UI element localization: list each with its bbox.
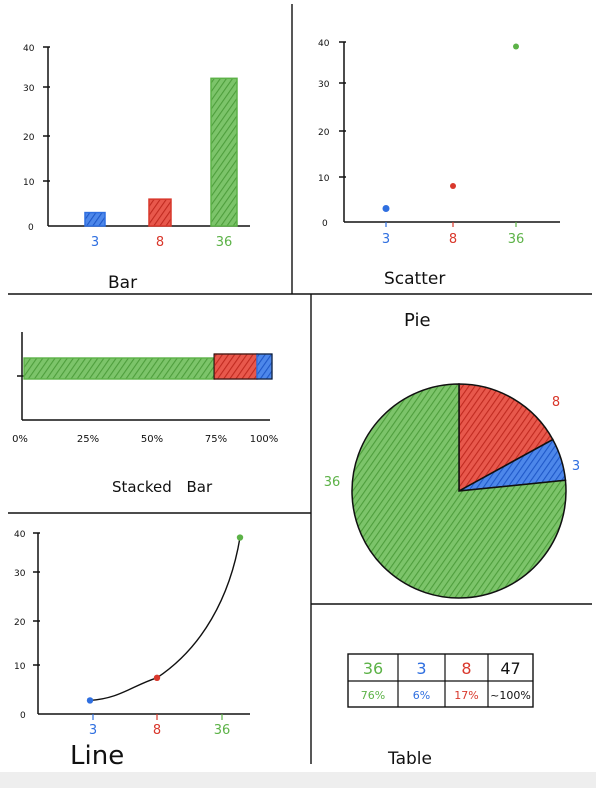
pie-slice-label: 3	[572, 459, 580, 474]
pie-slice-36	[351, 383, 567, 599]
table-cell: 3	[416, 659, 426, 678]
table-cell: ~100%	[490, 689, 531, 702]
scatter-x-tick-label: 3	[382, 232, 390, 247]
line-x-tick-label: 8	[153, 723, 161, 738]
bar-y-tick-label: 40	[23, 44, 35, 54]
bar-x-tick-label: 3	[91, 235, 99, 250]
scatter-marks	[382, 43, 519, 227]
pie-slice-label: 8	[552, 395, 560, 410]
line-point-36	[236, 534, 244, 541]
table-cell: 8	[461, 659, 471, 678]
stacked-x-tick-label: 0%	[12, 434, 28, 445]
bar-y-tick-labels: 0 10 20 30 40	[23, 44, 35, 233]
line-marks	[86, 534, 244, 720]
scatter-y-tick-label: 40	[318, 39, 330, 49]
scatter-y-tick-label: 10	[318, 174, 330, 184]
table-cell: 6%	[413, 689, 430, 702]
stacked-axes	[17, 332, 270, 421]
table-cell: 17%	[454, 689, 478, 702]
stacked-bar-panel: 0% 25% 50% 75% 100% Stacked Bar	[12, 332, 278, 496]
line-y-tick-labels: 0 10 20 30 40	[14, 530, 26, 721]
line-y-tick-label: 0	[20, 711, 26, 721]
table-cell: 36	[363, 659, 383, 678]
line-y-tick-label: 30	[14, 569, 26, 579]
scatter-x-tick-labels: 3 8 36	[382, 232, 524, 247]
scatter-x-tick-label: 8	[449, 232, 457, 247]
scatter-title: Scatter	[384, 269, 445, 289]
bottom-strip	[0, 772, 596, 788]
stacked-bar-title: Stacked Bar	[112, 478, 213, 496]
table-cell: 76%	[361, 689, 385, 702]
pie-slice-labels: 8 3 36	[324, 395, 580, 490]
scatter-y-tick-label: 0	[322, 219, 328, 229]
pie-slice-label: 36	[324, 475, 341, 490]
stacked-x-tick-label: 75%	[205, 434, 227, 445]
bar-x-tick-labels: 3 8 36	[91, 235, 232, 250]
line-y-tick-label: 20	[14, 618, 26, 628]
table-grid: 36 3 8 47 76% 6% 17% ~100%	[347, 653, 534, 708]
bar-y-tick-label: 30	[23, 84, 35, 94]
line-point-3	[86, 697, 94, 704]
stacked-x-tick-label: 100%	[250, 434, 279, 445]
pie-title: Pie	[404, 310, 431, 331]
table-panel: 36 3 8 47 76% 6% 17% ~100% Table	[347, 653, 534, 769]
line-point-8	[153, 674, 161, 681]
scatter-x-tick-label: 36	[508, 232, 525, 247]
bar-chart-panel: 0 10 20 30 40 3 8 36 Bar	[23, 44, 250, 293]
scatter-axes	[339, 41, 560, 223]
stacked-x-tick-labels: 0% 25% 50% 75% 100%	[12, 434, 278, 445]
line-title: Line	[70, 741, 124, 771]
stacked-x-tick-label: 50%	[141, 434, 163, 445]
bar-y-tick-label: 0	[28, 223, 34, 233]
scatter-y-tick-label: 30	[318, 80, 330, 90]
line-y-tick-label: 40	[14, 530, 26, 540]
scatter-chart-panel: 0 10 20 30 40 3 8 36 Scatter	[318, 39, 560, 289]
bar-marks	[84, 77, 238, 227]
bar-3	[84, 211, 106, 227]
bar-8	[148, 198, 172, 227]
stacked-segment-8	[213, 353, 258, 380]
scatter-y-tick-labels: 0 10 20 30 40	[318, 39, 330, 229]
line-x-tick-label: 36	[214, 723, 231, 738]
table-title: Table	[387, 749, 432, 769]
line-chart-panel: 0 10 20 30 40 3 8 36 Line	[14, 530, 250, 771]
pie-slices	[351, 383, 567, 599]
bar-36	[210, 77, 238, 227]
stacked-bar-segments	[23, 353, 273, 380]
scatter-y-tick-label: 20	[318, 128, 330, 138]
bar-y-tick-label: 20	[23, 133, 35, 143]
stacked-x-tick-label: 25%	[77, 434, 99, 445]
bar-y-tick-label: 10	[23, 178, 35, 188]
line-axes	[33, 532, 250, 715]
line-y-tick-label: 10	[14, 662, 26, 672]
scatter-point-36	[513, 43, 519, 50]
pie-chart-panel: Pie 8 3 36	[324, 310, 580, 599]
scatter-point-3	[382, 205, 390, 212]
stacked-segment-3	[256, 353, 273, 380]
line-x-tick-labels: 3 8 36	[89, 723, 230, 738]
bar-x-tick-label: 8	[156, 235, 164, 250]
stacked-segment-36	[23, 357, 216, 380]
panel-dividers	[8, 4, 592, 764]
bar-title: Bar	[108, 273, 137, 293]
scatter-point-8	[450, 183, 456, 189]
bar-x-tick-label: 36	[216, 235, 233, 250]
pie-slice-8	[458, 383, 554, 493]
line-x-tick-label: 3	[89, 723, 97, 738]
line-series	[89, 537, 241, 702]
table-cell: 47	[500, 659, 520, 678]
stacked-outline	[213, 353, 273, 380]
